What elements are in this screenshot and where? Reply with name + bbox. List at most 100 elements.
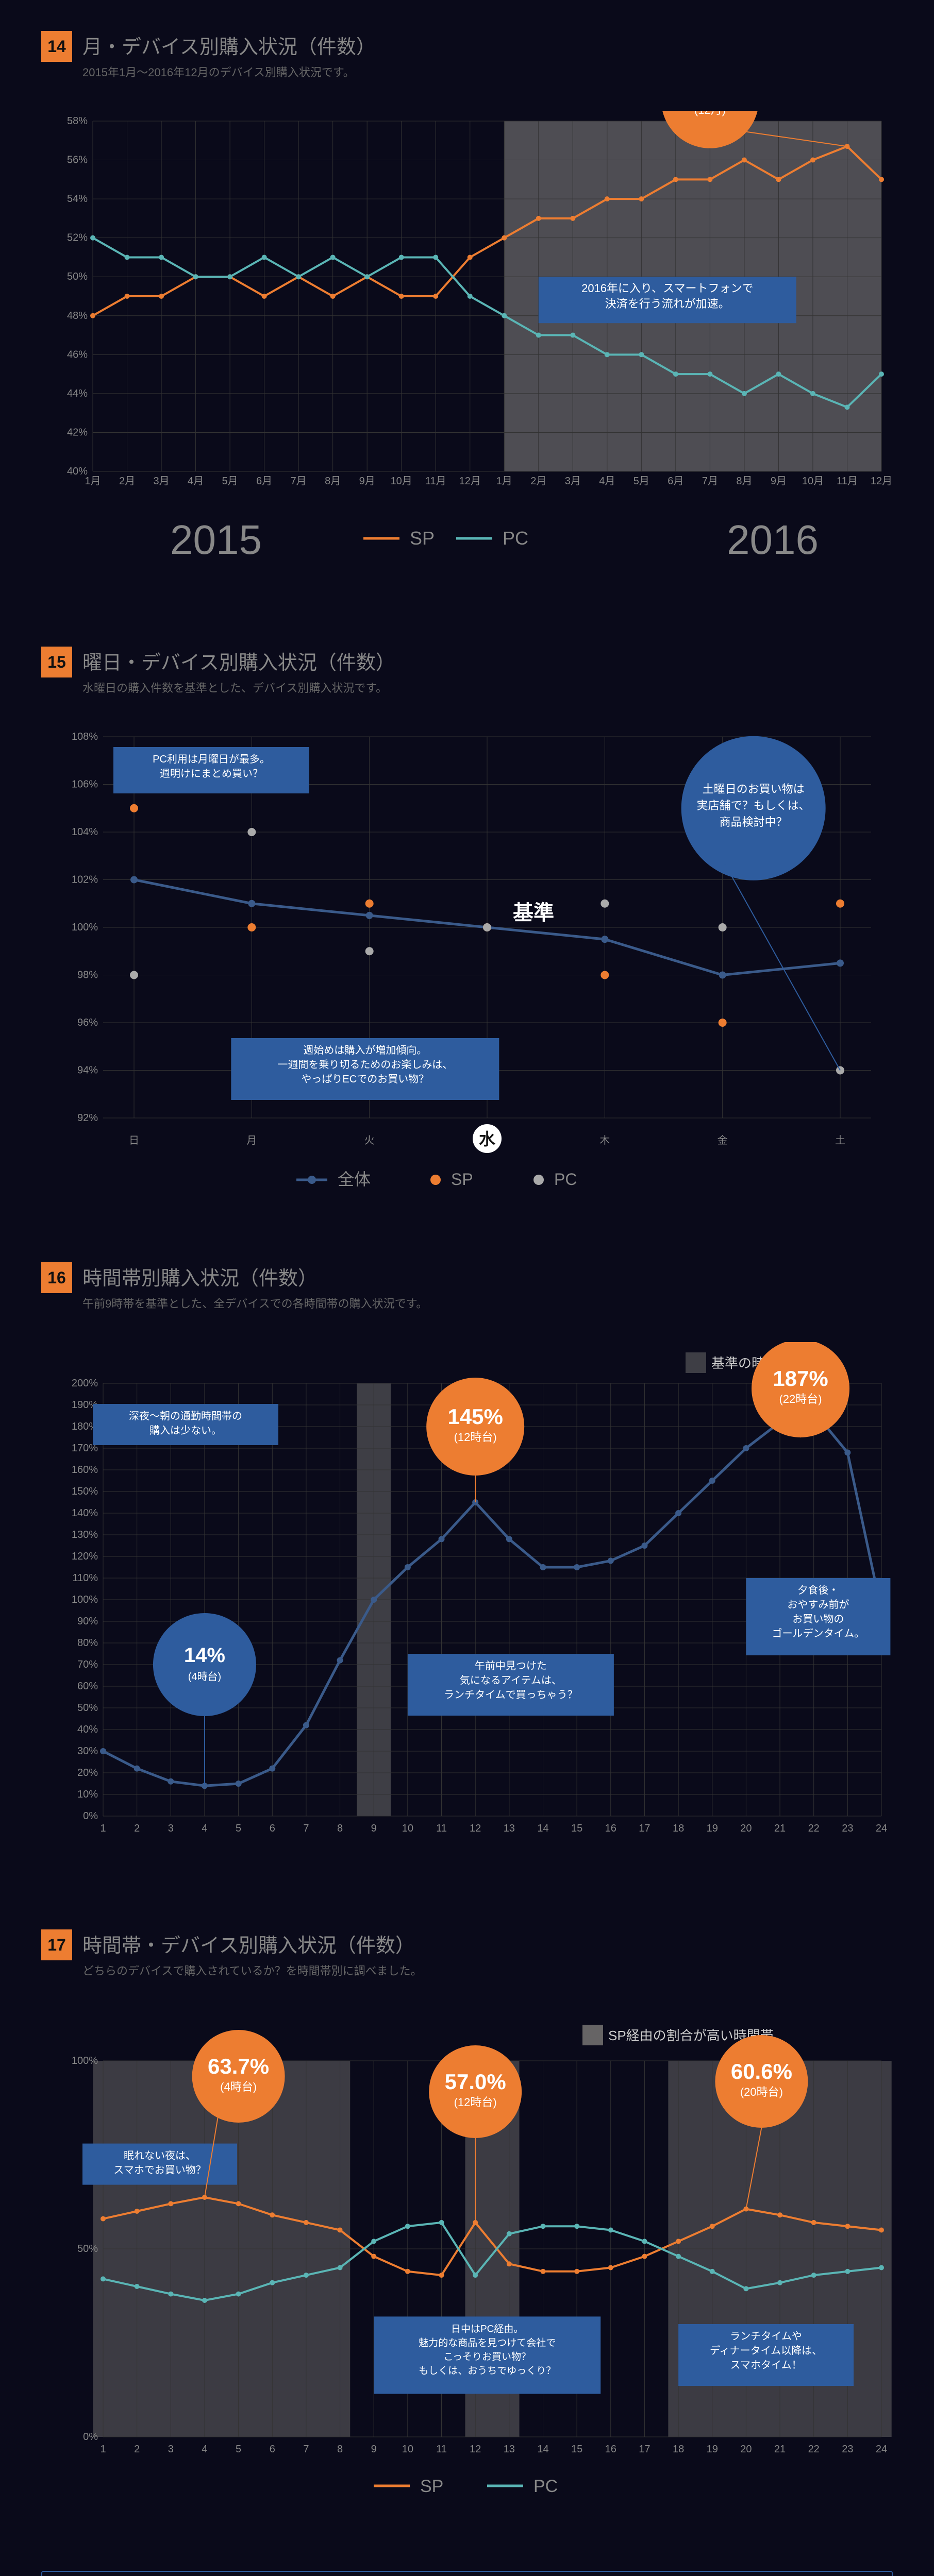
svg-text:基準: 基準 <box>513 902 554 924</box>
svg-text:52%: 52% <box>67 232 88 244</box>
svg-text:57.0%: 57.0% <box>445 2070 506 2094</box>
svg-text:11月: 11月 <box>837 476 858 487</box>
svg-text:8月: 8月 <box>325 476 341 487</box>
svg-text:(12時台): (12時台) <box>454 1431 497 1444</box>
chart-14-section: 14 月・デバイス別購入状況（件数） 2015年1月～2016年12月のデバイス… <box>0 0 934 616</box>
chart-14: 40%42%44%46%48%50%52%54%56%58%1月2月3月4月5月… <box>41 100 893 585</box>
svg-text:ゴールデンタイム。: ゴールデンタイム。 <box>772 1628 865 1639</box>
svg-text:週明けにまとめ買い？: 週明けにまとめ買い？ <box>160 768 263 779</box>
svg-text:90%: 90% <box>77 1616 98 1627</box>
svg-text:気になるアイテムは、: 気になるアイテムは、 <box>460 1674 562 1686</box>
svg-text:13: 13 <box>504 2444 515 2455</box>
svg-text:4月: 4月 <box>599 476 615 487</box>
svg-text:夕食後・: 夕食後・ <box>797 1584 839 1596</box>
svg-text:40%: 40% <box>77 1724 98 1735</box>
svg-text:6: 6 <box>270 1823 275 1834</box>
svg-text:9: 9 <box>371 2444 377 2455</box>
svg-text:週始めは購入が増加傾向。: 週始めは購入が増加傾向。 <box>303 1044 427 1056</box>
svg-text:9月: 9月 <box>771 476 787 487</box>
svg-text:7: 7 <box>303 1823 309 1834</box>
svg-text:18: 18 <box>673 2444 684 2455</box>
svg-text:日中はPC経由。: 日中はPC経由。 <box>451 2323 523 2334</box>
svg-text:56%: 56% <box>67 155 88 166</box>
svg-text:44%: 44% <box>67 388 88 399</box>
svg-text:17: 17 <box>639 1823 650 1834</box>
svg-text:10%: 10% <box>77 1789 98 1800</box>
chart-15: 92%94%96%98%100%102%104%106%108%日月火水木金土基… <box>41 716 893 1200</box>
svg-text:108%: 108% <box>72 731 98 742</box>
svg-text:2015: 2015 <box>170 517 262 563</box>
svg-text:20: 20 <box>740 2444 752 2455</box>
svg-text:2016: 2016 <box>727 517 819 563</box>
svg-text:火: 火 <box>364 1135 375 1146</box>
section-title: 時間帯・デバイス別購入状況（件数） <box>82 1929 422 1958</box>
svg-text:12月: 12月 <box>459 476 481 487</box>
svg-text:PC: PC <box>503 528 528 549</box>
svg-text:3月: 3月 <box>153 476 169 487</box>
svg-text:13: 13 <box>504 1823 515 1834</box>
section-header: 17 時間帯・デバイス別購入状況（件数） どちらのデバイスで購入されているか？を… <box>41 1929 893 1978</box>
svg-text:決済を行う流れが加速。: 決済を行う流れが加速。 <box>605 297 730 310</box>
svg-text:2月: 2月 <box>119 476 135 487</box>
section-title: 月・デバイス別購入状況（件数） <box>82 31 376 59</box>
chart-14-svg: 40%42%44%46%48%50%52%54%56%58%1月2月3月4月5月… <box>52 111 902 574</box>
svg-text:14: 14 <box>537 1823 548 1834</box>
svg-text:17: 17 <box>639 2444 650 2455</box>
user-persona-section: 自社ECのユーザー像 20人に1人は外部IDを 自社ECのIDと連携。 お買い物… <box>41 2571 893 2576</box>
svg-text:8: 8 <box>337 2444 343 2455</box>
section-subtitle: 2015年1月～2016年12月のデバイス別購入状況です。 <box>82 63 376 80</box>
svg-text:PC利用は月曜日が最多。: PC利用は月曜日が最多。 <box>153 753 270 765</box>
svg-text:5月: 5月 <box>633 476 649 487</box>
svg-text:実店舗で？もしくは、: 実店舗で？もしくは、 <box>697 799 810 812</box>
svg-text:16: 16 <box>605 2444 616 2455</box>
chart-16: 基準の時間帯0%10%20%30%40%50%60%70%80%90%100%1… <box>41 1332 893 1868</box>
svg-text:94%: 94% <box>77 1065 98 1076</box>
chart-15-svg: 92%94%96%98%100%102%104%106%108%日月火水木金土基… <box>52 726 902 1190</box>
svg-text:11月: 11月 <box>425 476 446 487</box>
svg-text:60%: 60% <box>77 1681 98 1692</box>
svg-text:4月: 4月 <box>188 476 204 487</box>
svg-text:30%: 30% <box>77 1745 98 1757</box>
section-subtitle: 午前9時帯を基準とした、全デバイスでの各時間帯の購入状況です。 <box>82 1295 427 1311</box>
svg-text:130%: 130% <box>72 1529 98 1540</box>
svg-text:160%: 160% <box>72 1464 98 1476</box>
svg-text:14%: 14% <box>184 1644 225 1667</box>
svg-text:(12月): (12月) <box>694 111 726 116</box>
svg-text:お買い物の: お買い物の <box>792 1613 844 1625</box>
svg-text:ランチタイムで買っちゃう？: ランチタイムで買っちゃう？ <box>444 1689 578 1701</box>
svg-text:200%: 200% <box>72 1378 98 1389</box>
svg-text:22: 22 <box>808 1823 820 1834</box>
svg-text:11: 11 <box>436 2444 447 2455</box>
section-number: 15 <box>41 647 72 677</box>
svg-text:土曜日のお買い物は: 土曜日のお買い物は <box>703 783 805 795</box>
svg-text:3月: 3月 <box>565 476 581 487</box>
section-title: 時間帯別購入状況（件数） <box>82 1262 427 1291</box>
svg-text:98%: 98% <box>77 970 98 981</box>
svg-text:4: 4 <box>202 2444 207 2455</box>
svg-text:20%: 20% <box>77 1767 98 1778</box>
svg-text:7月: 7月 <box>702 476 718 487</box>
svg-text:58%: 58% <box>67 115 88 127</box>
svg-text:15: 15 <box>571 2444 582 2455</box>
svg-text:46%: 46% <box>67 349 88 360</box>
svg-text:11: 11 <box>436 1823 447 1834</box>
svg-text:2016年に入り、スマートフォンで: 2016年に入り、スマートフォンで <box>581 282 753 295</box>
svg-text:0%: 0% <box>83 1810 98 1822</box>
svg-text:(4時台): (4時台) <box>188 1671 221 1683</box>
svg-text:19: 19 <box>707 2444 718 2455</box>
svg-text:42%: 42% <box>67 427 88 438</box>
svg-text:20: 20 <box>740 1823 752 1834</box>
chart-16-section: 16 時間帯別購入状況（件数） 午前9時帯を基準とした、全デバイスでの各時間帯の… <box>0 1231 934 1899</box>
section-header: 14 月・デバイス別購入状況（件数） 2015年1月～2016年12月のデバイス… <box>41 31 893 80</box>
svg-text:21: 21 <box>774 2444 786 2455</box>
svg-text:6月: 6月 <box>668 476 683 487</box>
svg-text:(22時台): (22時台) <box>779 1393 822 1405</box>
svg-text:魅力的な商品を見つけて会社で: 魅力的な商品を見つけて会社で <box>419 2337 556 2348</box>
svg-text:土: 土 <box>835 1134 845 1146</box>
chart-16-svg: 基準の時間帯0%10%20%30%40%50%60%70%80%90%100%1… <box>52 1342 902 1857</box>
svg-text:2月: 2月 <box>530 476 546 487</box>
svg-text:こっそりお買い物？: こっそりお買い物？ <box>443 2351 531 2362</box>
chart-17-svg: SP経由の割合が高い時間帯0%50%100%123456789101112131… <box>52 2009 902 2499</box>
svg-text:12: 12 <box>470 2444 481 2455</box>
svg-text:全体: 全体 <box>338 1170 371 1189</box>
